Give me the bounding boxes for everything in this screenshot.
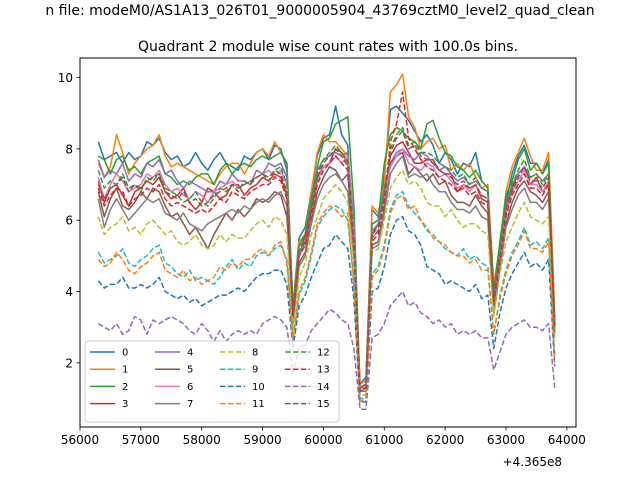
x-tick-label: 60000 bbox=[304, 433, 342, 447]
y-tick-label: 6 bbox=[65, 214, 73, 228]
legend-label-7: 7 bbox=[187, 399, 193, 410]
axis-layer: 56000 57000 58000 59000 60000 61000 62000 63000… bbox=[58, 71, 586, 447]
series-line-13 bbox=[97, 91, 556, 393]
plot-frame bbox=[79, 57, 577, 428]
series-line-12 bbox=[97, 126, 556, 393]
legend-label-1: 1 bbox=[122, 365, 128, 376]
chart-title: Quadrant 2 module wise count rates with … bbox=[138, 39, 518, 55]
legend-label-5: 5 bbox=[187, 365, 193, 376]
y-tick-label: 8 bbox=[65, 142, 73, 156]
x-tick-label: 57000 bbox=[122, 433, 160, 447]
y-tick-label: 4 bbox=[65, 285, 73, 299]
legend-label-11: 11 bbox=[252, 399, 265, 410]
x-tick-label: 64000 bbox=[548, 433, 586, 447]
series-line-4 bbox=[97, 148, 556, 389]
legend-label-0: 0 bbox=[122, 348, 128, 359]
legend-label-6: 6 bbox=[187, 382, 193, 393]
legend-label-2: 2 bbox=[122, 382, 128, 393]
x-tick-label: 58000 bbox=[183, 433, 221, 447]
series-line-0 bbox=[97, 105, 556, 385]
legend-box bbox=[84, 340, 340, 423]
legend-label-14: 14 bbox=[317, 382, 330, 393]
legend-label-10: 10 bbox=[252, 382, 265, 393]
x-tick-label: 59000 bbox=[243, 433, 281, 447]
series-line-10 bbox=[97, 215, 556, 403]
legend-label-15: 15 bbox=[317, 399, 330, 410]
x-tick-label: 62000 bbox=[426, 433, 464, 447]
x-tick-label: 56000 bbox=[61, 433, 99, 447]
series-line-7 bbox=[97, 155, 556, 393]
series-line-5 bbox=[97, 151, 556, 393]
legend-label-8: 8 bbox=[252, 348, 258, 359]
x-tick-label: 61000 bbox=[365, 433, 403, 447]
plot-layer bbox=[97, 73, 556, 410]
series-line-15 bbox=[97, 130, 556, 393]
chart-suptitle: n file: modeM0/AS1A13_026T01_9000005904_… bbox=[45, 3, 594, 19]
y-tick-label: 2 bbox=[65, 356, 73, 370]
x-tick-label: 63000 bbox=[487, 433, 525, 447]
series-line-8 bbox=[97, 169, 556, 396]
series-line-11 bbox=[97, 194, 556, 403]
series-line-2 bbox=[97, 116, 556, 389]
series-line-14 bbox=[97, 290, 556, 410]
y-tick-label: 10 bbox=[58, 71, 73, 85]
legend-label-4: 4 bbox=[187, 348, 193, 359]
x-offset-label: +4.365e8 bbox=[503, 455, 562, 469]
legend-label-12: 12 bbox=[317, 348, 330, 359]
legend-label-9: 9 bbox=[252, 365, 258, 376]
legend-label-3: 3 bbox=[122, 399, 128, 410]
legend-label-13: 13 bbox=[317, 365, 330, 376]
series-line-9 bbox=[97, 190, 556, 400]
